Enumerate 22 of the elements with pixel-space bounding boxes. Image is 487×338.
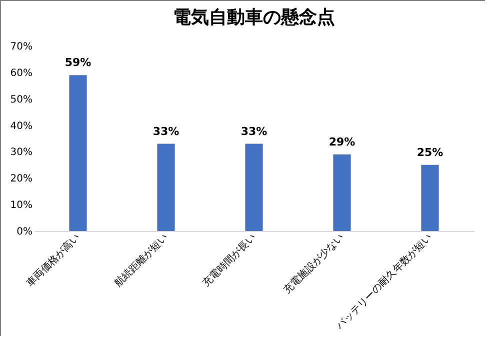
bar xyxy=(69,75,87,231)
bar xyxy=(157,144,175,231)
data-label: 25% xyxy=(416,146,444,159)
data-label: 33% xyxy=(240,124,268,138)
x-tick-label: 航続距離が短い xyxy=(112,231,170,290)
y-tick-label: 60% xyxy=(10,68,32,79)
y-tick-label: 10% xyxy=(10,200,32,212)
data-label: 59% xyxy=(64,56,92,70)
bar xyxy=(421,164,439,231)
y-tick-label: 30% xyxy=(10,147,32,158)
chart-title: 電気自動車の懸念点 xyxy=(173,7,335,28)
y-tick-label: 40% xyxy=(10,120,32,132)
bar xyxy=(245,144,263,231)
data-label: 29% xyxy=(328,135,356,148)
x-tick-label: 充電施設が少ない xyxy=(281,231,346,296)
y-tick-label: 70% xyxy=(10,42,32,52)
y-tick-label: 50% xyxy=(10,94,32,106)
y-tick-label: 0% xyxy=(16,226,32,238)
bar xyxy=(333,154,351,231)
data-label: 33% xyxy=(152,124,180,138)
y-tick-label: 20% xyxy=(10,174,32,185)
x-tick-label: 充電時間が長い xyxy=(200,231,258,290)
